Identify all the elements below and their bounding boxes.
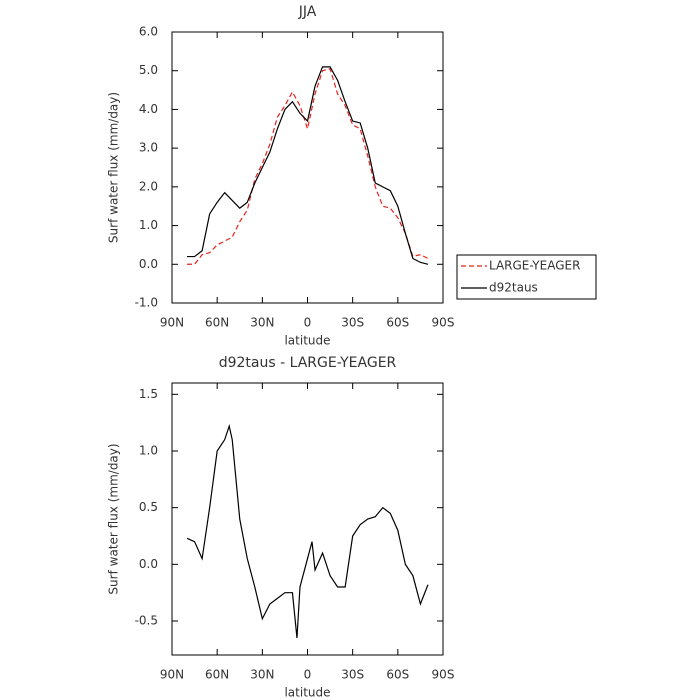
x-tick-label: 60S [386,316,409,330]
x-tick-label: 60S [386,668,409,682]
y-tick-label: 2.0 [139,179,158,193]
chart-title: JJA [298,4,317,20]
plot-frame [171,31,444,304]
y-tick-label: 6.0 [139,25,158,39]
y-tick-label: 1.0 [139,218,158,232]
x-tick-label: 0 [304,668,312,682]
x-tick-label: 60N [205,668,229,682]
data-line [187,66,429,265]
y-tick-label: 0.0 [139,557,158,571]
y-tick-label: 0.0 [139,257,158,271]
legend-label: LARGE-YEAGER [489,259,580,273]
y-tick-label: 5.0 [139,63,158,77]
y-tick-label: 3.0 [139,141,158,155]
x-tick-label: 90S [432,316,455,330]
data-line [187,68,429,265]
x-tick-label: 30S [341,668,364,682]
y-tick-label: 0.5 [139,500,158,514]
y-tick-label: -1.0 [135,296,158,310]
legend-label: d92taus [489,281,538,295]
x-tick-label: 30N [250,316,274,330]
y-tick-label: 1.5 [139,387,158,401]
y-axis-label: Surf water flux (mm/day) [107,92,121,243]
x-tick-label: 30N [250,668,274,682]
x-axis-label: latitude [284,334,330,348]
legend-box [456,254,597,300]
chart-title: d92taus - LARGE-YEAGER [219,355,397,371]
y-tick-label: 4.0 [139,102,158,116]
x-tick-label: 60N [205,316,229,330]
y-axis-label: Surf water flux (mm/day) [107,443,121,594]
x-tick-label: 90N [160,316,184,330]
y-tick-label: -0.5 [135,614,158,628]
y-tick-label: 1.0 [139,444,158,458]
data-line [186,423,429,639]
plot-frame [171,382,444,656]
x-axis-label: latitude [284,686,330,700]
x-tick-label: 90S [432,668,455,682]
x-tick-label: 30S [341,316,364,330]
x-tick-label: 90N [160,668,184,682]
x-tick-label: 0 [304,316,312,330]
